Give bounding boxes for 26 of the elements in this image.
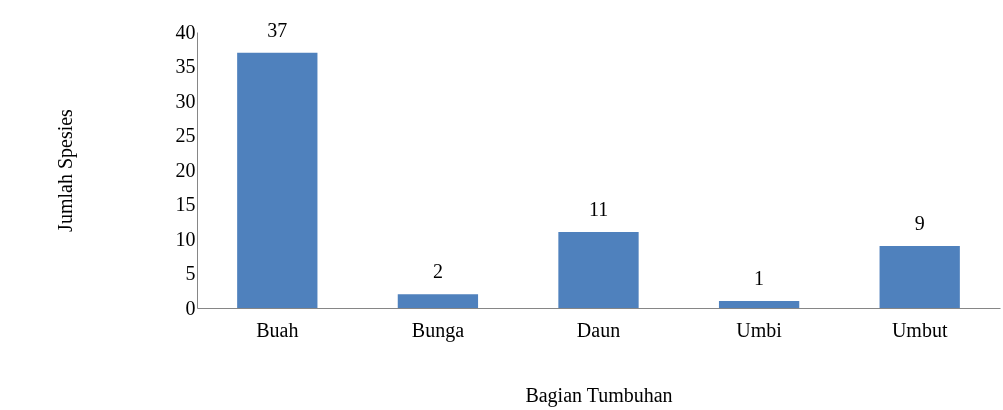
y-tick-label: 40 <box>175 20 196 43</box>
data-label: 2 <box>432 260 443 283</box>
y-tick-label: 0 <box>185 296 196 319</box>
y-tick-label: 15 <box>175 193 196 215</box>
data-label: 11 <box>588 198 609 221</box>
y-tick-label: 25 <box>175 124 196 146</box>
y-tick-label: 10 <box>175 227 196 250</box>
y-tick-label: 20 <box>175 158 196 181</box>
x-tick-label: Umbut <box>891 318 948 341</box>
y-tick-label: 35 <box>175 55 196 77</box>
bar <box>237 52 318 308</box>
bar <box>397 294 479 308</box>
x-tick-label: Umbi <box>736 318 783 341</box>
bar <box>879 245 960 308</box>
data-label: 9 <box>914 211 925 234</box>
bar <box>718 301 800 308</box>
data-label: 37 <box>267 18 288 41</box>
y-tick-label: 30 <box>175 89 196 112</box>
y-tick-label: 5 <box>185 262 196 284</box>
x-tick-label: Bunga <box>411 318 465 342</box>
bar <box>558 232 639 308</box>
y-axis-title: Jumlah Spesies <box>53 108 77 232</box>
x-tick-label: Daun <box>576 318 621 341</box>
data-label: 1 <box>754 267 765 290</box>
x-tick-label: Buah <box>256 318 299 341</box>
x-axis-title: Bagian Tumbuhan <box>525 383 673 407</box>
